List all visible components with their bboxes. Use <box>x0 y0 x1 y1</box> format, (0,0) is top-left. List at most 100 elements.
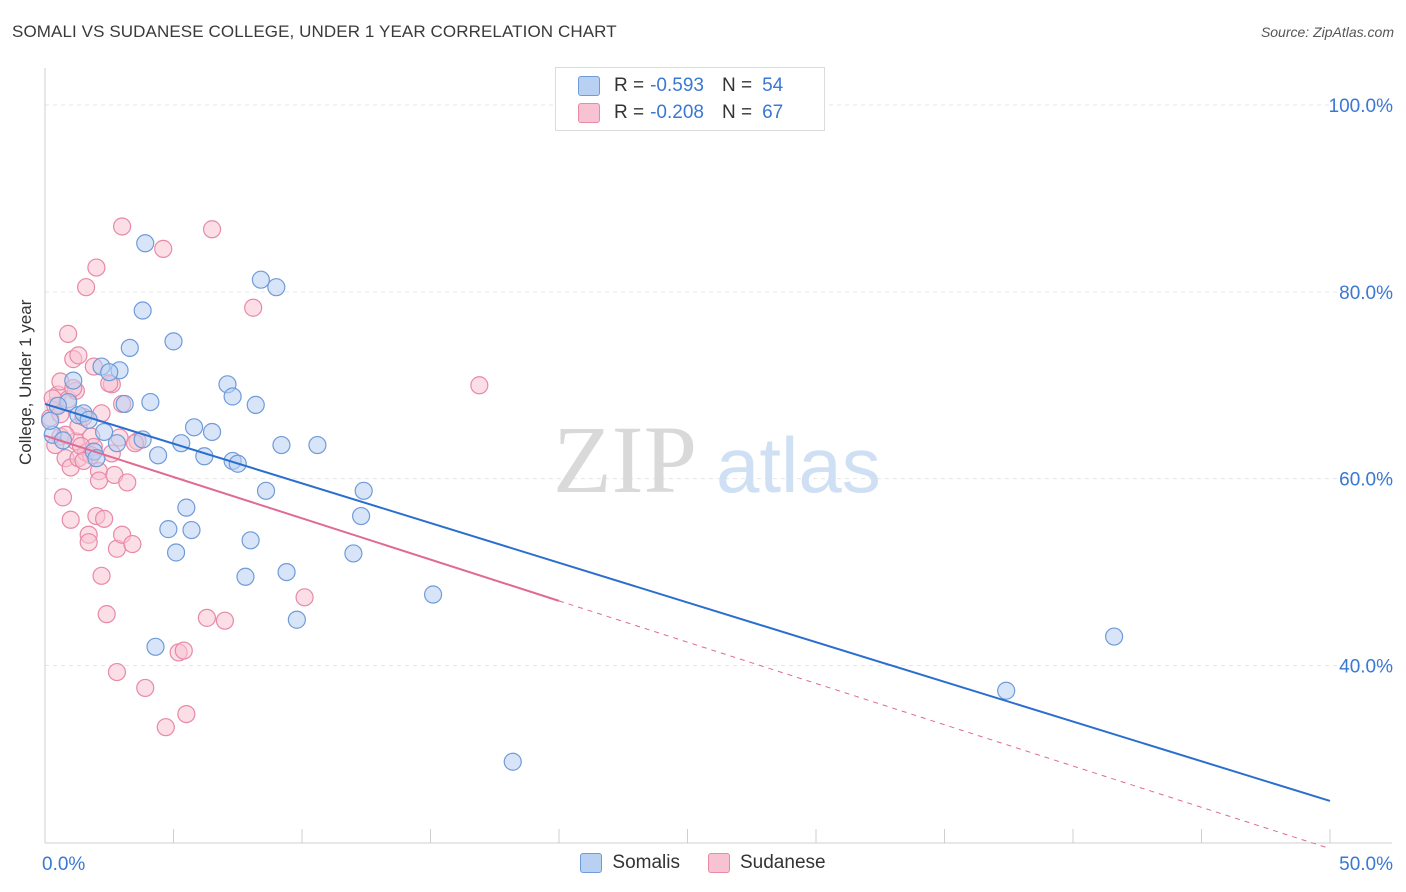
somali-point <box>236 567 255 586</box>
legend-swatch-sudanese <box>708 853 730 873</box>
somali-point <box>148 446 168 465</box>
somali-point <box>354 481 373 500</box>
sudanese-point <box>87 258 106 277</box>
somali-point <box>251 270 270 289</box>
sudanese-point <box>89 471 109 490</box>
legend-n-label: N = <box>721 75 753 96</box>
somali-point <box>164 332 183 351</box>
somali-point <box>267 278 286 297</box>
axes <box>44 68 1392 844</box>
series-legend: Somalis Sudanese <box>0 852 1406 874</box>
legend-label-somalis: Somalis <box>612 852 680 873</box>
trend-line-somalis <box>44 402 1331 802</box>
x-tick-label: 0.0% <box>42 854 85 875</box>
sudanese-point <box>202 220 222 239</box>
somali-point <box>64 371 83 390</box>
sudanese-point <box>136 678 155 698</box>
somali-point <box>997 681 1016 700</box>
somali-point <box>1105 627 1124 646</box>
sudanese-point <box>69 346 88 365</box>
sudanese-point <box>295 588 314 607</box>
sudanese-point <box>95 509 114 528</box>
series-sudanese <box>41 217 489 737</box>
somali-point <box>100 363 119 382</box>
chart-title: SOMALI VS SUDANESE COLLEGE, UNDER 1 YEAR… <box>12 22 617 41</box>
somali-point <box>241 531 260 550</box>
trend-lines <box>44 402 1331 850</box>
somali-point <box>141 392 160 412</box>
x-tick-label: 50.0% <box>1339 854 1393 875</box>
legend-swatch-sudanese <box>578 103 600 123</box>
y-tick-label: 80.0% <box>1339 283 1393 304</box>
somali-point <box>277 562 296 582</box>
somali-point <box>95 422 114 442</box>
somali-point <box>223 387 242 406</box>
sudanese-point <box>107 662 127 682</box>
somali-point <box>287 610 306 629</box>
y-tick-label: 40.0% <box>1339 657 1393 678</box>
sudanese-point <box>470 376 489 395</box>
legend-item-somalis: Somalis <box>580 852 680 874</box>
legend-r-value: -0.208 <box>650 102 704 123</box>
sudanese-point <box>118 473 137 492</box>
legend-n-label: N = <box>721 102 753 123</box>
legend-r-label: R = <box>614 102 645 123</box>
somali-point <box>133 301 152 320</box>
legend-label-sudanese: Sudanese <box>740 852 826 873</box>
somali-point <box>177 498 196 517</box>
legend-swatch-somalis <box>580 853 603 873</box>
sudanese-point <box>59 324 78 343</box>
sudanese-point <box>77 278 96 297</box>
somali-point <box>256 481 276 500</box>
somali-point <box>41 411 60 430</box>
watermark-zip: ZIP <box>553 406 697 513</box>
somali-point <box>182 520 201 540</box>
y-axis-label: College, Under 1 year <box>16 299 35 465</box>
somali-point <box>423 585 443 604</box>
somali-point <box>308 435 327 455</box>
sudanese-point <box>197 608 217 627</box>
sudanese-point <box>244 298 263 317</box>
sudanese-point <box>61 510 80 529</box>
somali-point <box>184 418 204 437</box>
series-somalis <box>41 234 1124 771</box>
sudanese-point <box>156 718 175 737</box>
trend-line-sudanese-extension <box>558 600 1331 850</box>
legend: R = -0.593 N = 54 R = -0.208 N = 67 <box>555 67 825 131</box>
legend-item-sudanese: Sudanese <box>708 852 826 874</box>
somali-point <box>107 434 127 453</box>
sudanese-point <box>53 488 73 507</box>
source-credit: Source: ZipAtlas.com <box>1260 24 1394 40</box>
somali-point <box>352 506 371 526</box>
legend-swatch-somalis <box>578 76 600 96</box>
sudanese-point <box>177 704 196 724</box>
somali-point <box>159 520 178 539</box>
legend-row-sudanese: R = -0.208 N = 67 <box>578 100 783 126</box>
sudanese-point <box>92 566 111 585</box>
sudanese-point <box>112 217 132 236</box>
watermark-atlas: atlas <box>716 421 881 509</box>
legend-row-somalis: R = -0.593 N = 54 <box>578 73 783 99</box>
sudanese-point <box>123 534 142 554</box>
somali-point <box>503 752 522 771</box>
somali-point <box>120 338 139 358</box>
sudanese-point <box>154 239 173 258</box>
legend-n-value: 67 <box>762 102 784 123</box>
trend-line-sudanese <box>44 434 560 602</box>
somali-point <box>136 234 155 253</box>
sudanese-point <box>79 533 98 552</box>
tick-labels: 40.0% 60.0% 80.0% 100.0% 0.0% 50.0% <box>42 96 1393 875</box>
y-tick-label: 100.0% <box>1329 96 1394 117</box>
somali-point <box>272 435 291 455</box>
somali-point <box>115 394 134 414</box>
sudanese-point <box>174 641 193 660</box>
y-tick-label: 60.0% <box>1339 470 1393 491</box>
legend-r-label: R = <box>614 75 645 96</box>
somali-point <box>246 395 265 414</box>
legend-r-value: -0.593 <box>650 75 704 96</box>
somali-point <box>146 637 165 656</box>
sudanese-point <box>97 605 116 624</box>
somali-point <box>344 544 363 563</box>
somali-point <box>202 422 222 442</box>
